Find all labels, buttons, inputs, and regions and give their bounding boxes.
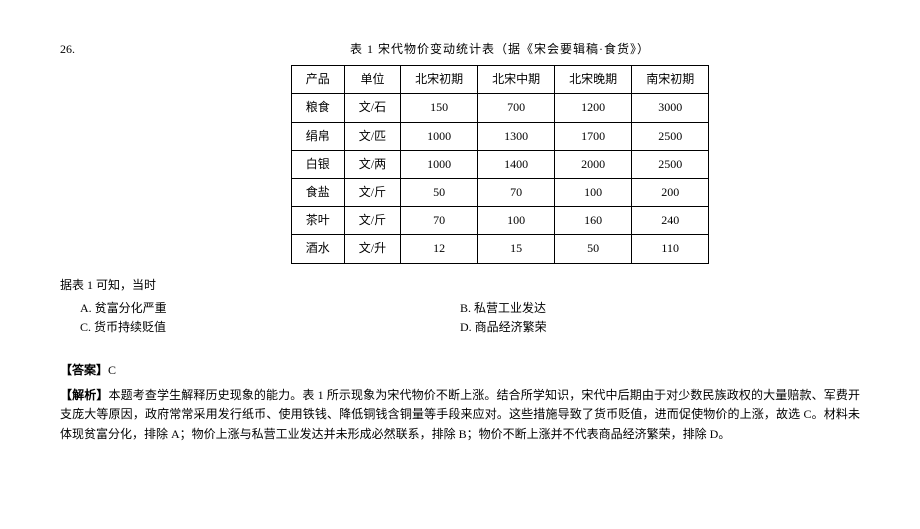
option-b: B. 私营工业发达 bbox=[460, 299, 860, 318]
col-header: 单位 bbox=[344, 66, 400, 94]
table-cell: 1400 bbox=[478, 150, 555, 178]
table-cell: 茶叶 bbox=[291, 207, 344, 235]
table-cell: 文/升 bbox=[344, 235, 400, 263]
options-block: A. 贫富分化严重 B. 私营工业发达 C. 货币持续贬值 D. 商品经济繁荣 bbox=[60, 299, 860, 337]
col-header: 北宋初期 bbox=[401, 66, 478, 94]
answer-line: 【答案】C bbox=[60, 361, 860, 380]
question-number: 26. bbox=[60, 40, 140, 59]
table-cell: 50 bbox=[401, 178, 478, 206]
table-cell: 1000 bbox=[401, 150, 478, 178]
col-header: 北宋晚期 bbox=[555, 66, 632, 94]
table-cell: 文/两 bbox=[344, 150, 400, 178]
col-header: 北宋中期 bbox=[478, 66, 555, 94]
table-row: 食盐文/斤5070100200 bbox=[291, 178, 708, 206]
table-cell: 2000 bbox=[555, 150, 632, 178]
table-cell: 200 bbox=[632, 178, 709, 206]
table-cell: 文/匹 bbox=[344, 122, 400, 150]
table-cell: 绢帛 bbox=[291, 122, 344, 150]
col-header: 南宋初期 bbox=[632, 66, 709, 94]
table-row: 绢帛文/匹1000130017002500 bbox=[291, 122, 708, 150]
table-row: 粮食文/石15070012003000 bbox=[291, 94, 708, 122]
table-cell: 12 bbox=[401, 235, 478, 263]
table-cell: 50 bbox=[555, 235, 632, 263]
table-cell: 文/斤 bbox=[344, 207, 400, 235]
table-cell: 1300 bbox=[478, 122, 555, 150]
table-cell: 160 bbox=[555, 207, 632, 235]
option-c: C. 货币持续贬值 bbox=[60, 318, 460, 337]
table-cell: 150 bbox=[401, 94, 478, 122]
table-cell: 110 bbox=[632, 235, 709, 263]
table-cell: 70 bbox=[401, 207, 478, 235]
table-cell: 文/斤 bbox=[344, 178, 400, 206]
col-header: 产品 bbox=[291, 66, 344, 94]
table-cell: 2500 bbox=[632, 122, 709, 150]
table-cell: 15 bbox=[478, 235, 555, 263]
option-d: D. 商品经济繁荣 bbox=[460, 318, 860, 337]
table-cell: 酒水 bbox=[291, 235, 344, 263]
answer-value: C bbox=[108, 363, 116, 377]
option-a: A. 贫富分化严重 bbox=[60, 299, 460, 318]
analysis-label: 【解析】 bbox=[60, 388, 108, 402]
answer-label: 【答案】 bbox=[60, 363, 108, 377]
table-cell: 2500 bbox=[632, 150, 709, 178]
table-cell: 1000 bbox=[401, 122, 478, 150]
table-cell: 700 bbox=[478, 94, 555, 122]
table-cell: 白银 bbox=[291, 150, 344, 178]
table-cell: 1700 bbox=[555, 122, 632, 150]
analysis-text: 本题考查学生解释历史现象的能力。表 1 所示现象为宋代物价不断上涨。结合所学知识… bbox=[60, 388, 860, 440]
table-cell: 食盐 bbox=[291, 178, 344, 206]
table-cell: 100 bbox=[478, 207, 555, 235]
table-cell: 70 bbox=[478, 178, 555, 206]
table-row: 白银文/两1000140020002500 bbox=[291, 150, 708, 178]
table-cell: 100 bbox=[555, 178, 632, 206]
analysis-block: 【解析】本题考查学生解释历史现象的能力。表 1 所示现象为宋代物价不断上涨。结合… bbox=[60, 386, 860, 444]
table-cell: 240 bbox=[632, 207, 709, 235]
table-row: 茶叶文/斤70100160240 bbox=[291, 207, 708, 235]
table-cell: 1200 bbox=[555, 94, 632, 122]
question-stem: 据表 1 可知，当时 bbox=[60, 276, 860, 295]
table-cell: 文/石 bbox=[344, 94, 400, 122]
price-table: 产品 单位 北宋初期 北宋中期 北宋晚期 南宋初期 粮食文/石150700120… bbox=[291, 65, 709, 263]
table-row: 酒水文/升121550110 bbox=[291, 235, 708, 263]
table-cell: 3000 bbox=[632, 94, 709, 122]
table-cell: 粮食 bbox=[291, 94, 344, 122]
table-title: 表 1 宋代物价变动统计表（据《宋会要辑稿·食货》） bbox=[140, 40, 860, 59]
